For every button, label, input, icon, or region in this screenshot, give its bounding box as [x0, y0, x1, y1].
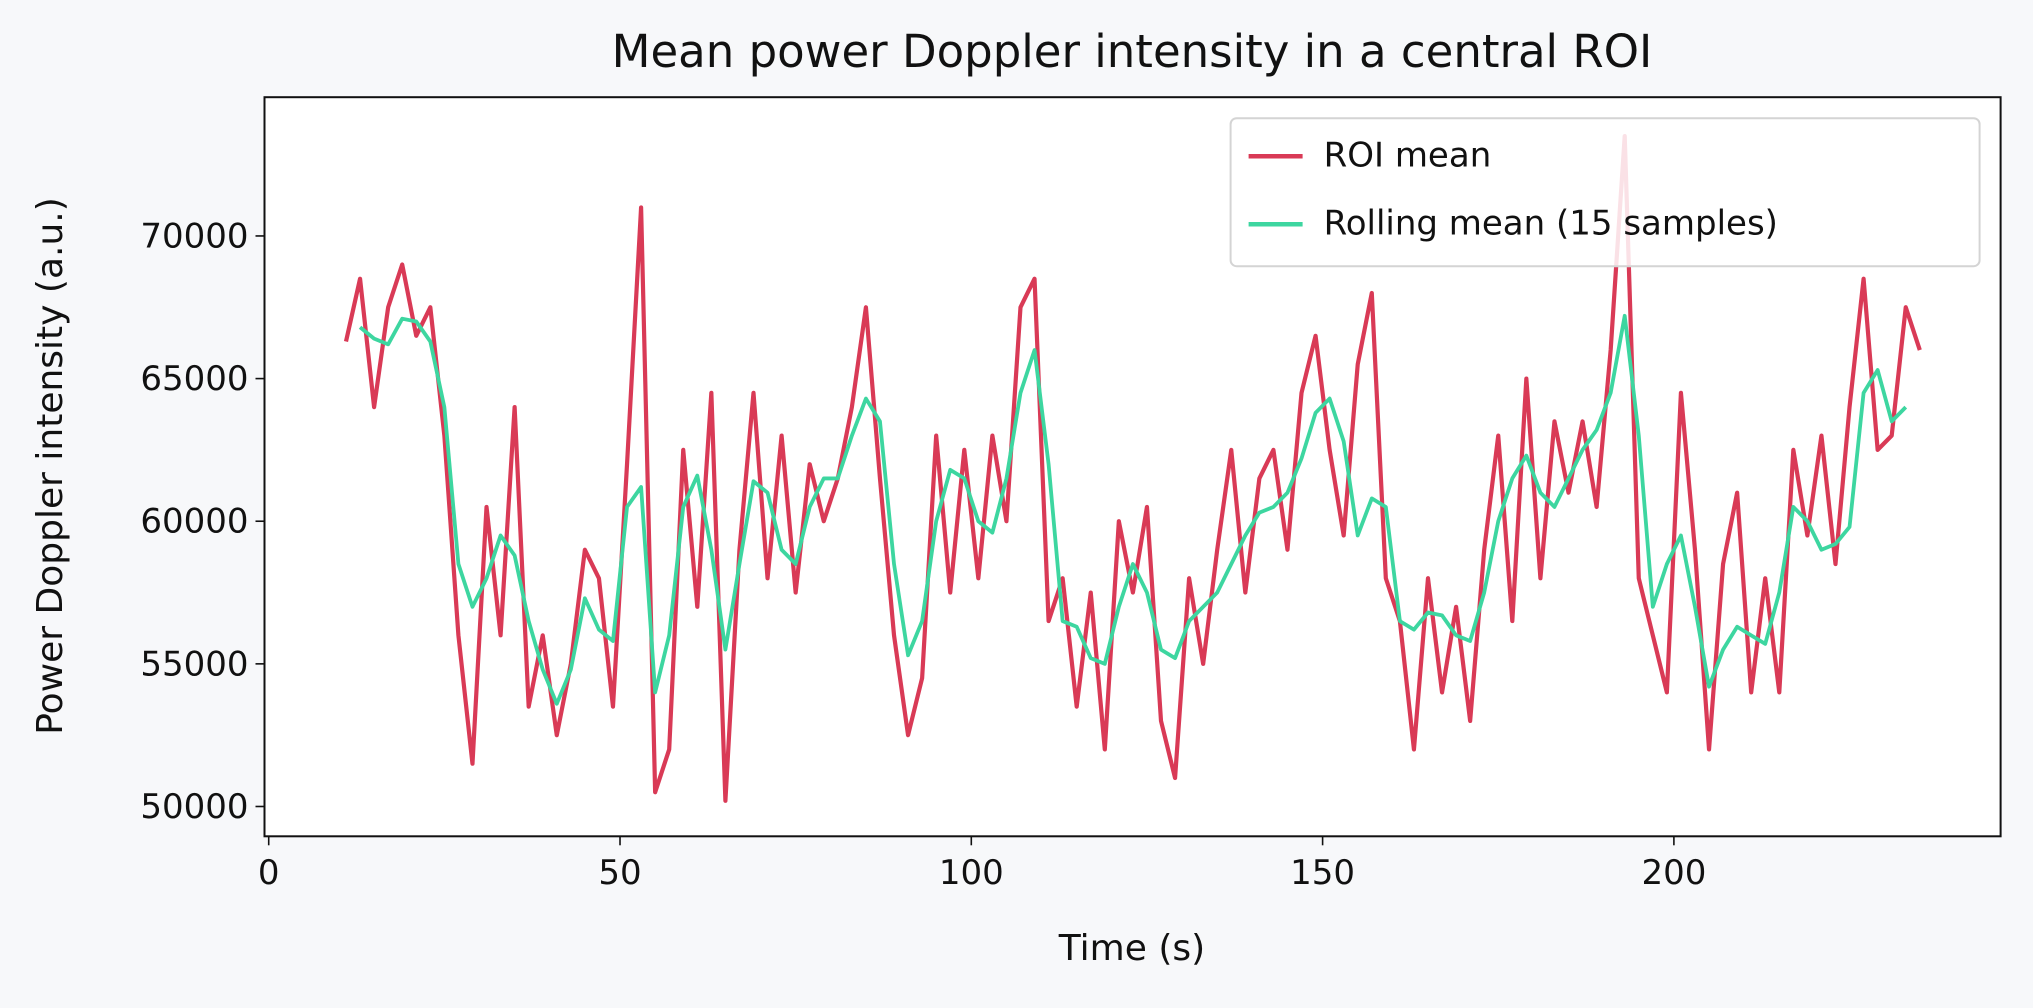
x-tick-label: 150 — [1290, 853, 1355, 893]
legend: ROI mean Rolling mean (15 samples) — [1229, 117, 1981, 268]
axes-frame — [263, 96, 2002, 838]
y-tick-label: 70000 — [140, 216, 248, 256]
y-tick-label: 55000 — [140, 644, 248, 684]
x-tick-label: 0 — [258, 853, 280, 893]
y-tick-label: 65000 — [140, 359, 248, 399]
legend-label: ROI mean — [1324, 136, 1492, 176]
y-tick-label: 50000 — [140, 787, 248, 827]
y-tick-label: 60000 — [140, 502, 248, 542]
legend-label: Rolling mean (15 samples) — [1324, 204, 1778, 244]
y-axis-label: Power Doppler intensity (a.u.) — [30, 197, 71, 735]
x-tick-label: 50 — [598, 853, 641, 893]
x-tick-label: 200 — [1641, 853, 1706, 893]
x-tick-label: 100 — [939, 853, 1004, 893]
x-axis-label: Time (s) — [1058, 928, 1205, 969]
chart-title: Mean power Doppler intensity in a centra… — [612, 25, 1653, 78]
data-line — [358, 313, 1908, 706]
data-line — [343, 134, 1922, 803]
legend-box — [1229, 117, 1981, 268]
